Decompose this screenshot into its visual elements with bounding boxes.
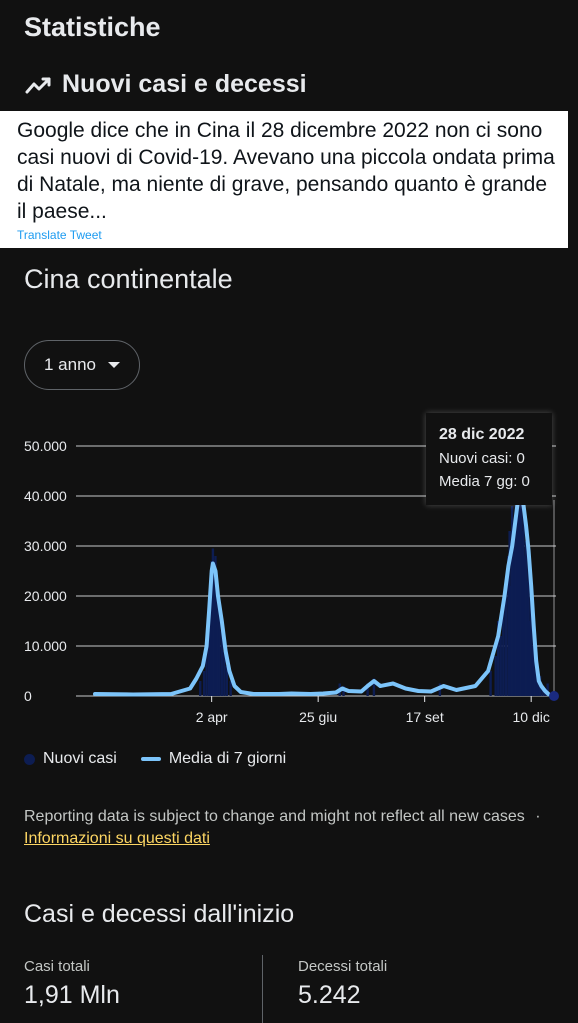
new-cases-bar <box>532 626 535 696</box>
section-title-label: Nuovi casi e decessi <box>62 70 307 98</box>
legend-new-cases: Nuovi casi <box>43 750 117 767</box>
tooltip-date: 28 dic 2022 <box>439 426 525 443</box>
new-cases-bar <box>528 621 532 696</box>
y-tick-label: 50.000 <box>24 438 67 454</box>
new-cases-bar <box>512 546 515 696</box>
total-deaths-label: Decessi totali <box>298 958 388 975</box>
total-cases: Casi totali 1,91 Mln <box>24 958 120 1010</box>
new-cases-bar <box>497 621 500 696</box>
new-cases-bar <box>211 548 215 696</box>
average-line <box>93 489 556 698</box>
x-tick-label: 2 apr <box>196 709 228 725</box>
y-tick-label: 20.000 <box>24 588 67 604</box>
legend-average: Media di 7 giorni <box>168 750 287 767</box>
average-legend-line <box>140 757 161 761</box>
totals-divider <box>262 955 263 1023</box>
new-cases-bar <box>502 601 505 696</box>
new-cases-bar <box>514 498 518 696</box>
new-cases-bar <box>199 681 202 696</box>
new-cases-bar <box>533 671 537 696</box>
totals-title: Casi e decessi dall'inizio <box>24 900 295 928</box>
new-cases-bar <box>523 556 527 696</box>
total-cases-value: 1,91 Mln <box>24 981 120 1009</box>
trending-up-icon <box>25 77 51 93</box>
translate-tweet-link[interactable]: Translate Tweet <box>17 228 102 242</box>
new-cases-bar <box>494 656 497 696</box>
new-cases-bar <box>218 611 221 696</box>
new-cases-bar <box>504 581 508 696</box>
y-tick-label: 0 <box>24 688 32 704</box>
new-cases-bar <box>366 683 369 696</box>
data-disclaimer: Reporting data is subject to change and … <box>24 806 554 850</box>
section-title: Nuovi casi e decessi <box>24 70 307 99</box>
new-cases-bar <box>535 661 538 696</box>
new-cases-bar <box>510 506 514 696</box>
y-tick-label: 10.000 <box>24 638 67 654</box>
new-cases-bar <box>229 681 232 696</box>
disclaimer-separator: · <box>535 808 541 825</box>
x-tick-label: 10 dic <box>512 709 549 725</box>
highlight-point <box>549 691 559 701</box>
new-cases-bar <box>508 531 511 696</box>
dropdown-arrow-icon <box>108 362 120 368</box>
new-cases-bar <box>214 556 217 696</box>
new-cases-bar <box>223 651 226 696</box>
new-cases-bar <box>526 581 529 696</box>
new-cases-bar <box>531 646 534 696</box>
new-cases-bar <box>499 636 502 696</box>
new-cases-bar <box>372 678 376 696</box>
y-tick-label: 40.000 <box>24 488 67 504</box>
tweet-overlay: Google dice che in Cina il 28 dicembre 2… <box>0 111 568 248</box>
new-cases-bar <box>210 561 213 696</box>
tooltip-average: Media 7 gg: 0 <box>439 473 530 490</box>
page-title: Statistiche <box>24 12 161 42</box>
tooltip-new-cases: Nuovi casi: 0 <box>439 450 525 467</box>
new-cases-bar <box>518 511 521 696</box>
new-cases-bar <box>521 531 524 696</box>
new-cases-bar <box>509 586 513 696</box>
disclaimer-text: Reporting data is subject to change and … <box>24 808 525 825</box>
new-cases-bar <box>209 586 212 696</box>
y-tick-label: 30.000 <box>24 538 67 554</box>
chart-legend: Nuovi casi Media di 7 giorni <box>24 750 286 768</box>
new-cases-bar <box>215 586 218 696</box>
new-cases-legend-dot <box>24 753 35 765</box>
new-cases-bar <box>205 651 208 696</box>
new-cases-bar <box>507 556 510 696</box>
new-cases-bar <box>537 686 540 696</box>
new-cases-bar <box>220 631 223 696</box>
new-cases-bar <box>216 601 220 696</box>
x-tick-label: 17 set <box>406 709 444 725</box>
new-cases-bar <box>212 566 216 696</box>
data-info-link[interactable]: Informazioni su questi dati <box>24 830 210 847</box>
new-cases-bar <box>489 671 492 696</box>
new-cases-bar <box>202 671 206 696</box>
new-cases-bar <box>527 556 530 696</box>
new-cases-bar <box>546 683 549 696</box>
tweet-text: Google dice che in Cina il 28 dicembre 2… <box>17 119 555 223</box>
new-cases-bar <box>536 681 539 696</box>
total-deaths-value: 5.242 <box>298 981 361 1009</box>
new-cases-bar <box>519 471 523 696</box>
region-title: Cina continentale <box>24 264 233 294</box>
new-cases-bar <box>524 541 528 696</box>
time-range-dropdown[interactable]: 1 anno <box>24 340 140 390</box>
time-range-label: 1 anno <box>44 355 96 374</box>
new-cases-bar <box>513 521 516 696</box>
new-cases-bar <box>522 506 525 696</box>
new-cases-bar <box>517 486 520 696</box>
x-tick-label: 25 giu <box>299 709 337 725</box>
new-cases-bar <box>529 596 533 696</box>
new-cases-bar <box>516 516 519 696</box>
total-cases-label: Casi totali <box>24 958 90 975</box>
new-cases-bar <box>225 666 229 696</box>
cases-chart[interactable]: 2 apr 25 giu 17 set 10 dic 0 10.000 20.000 30.… <box>0 400 578 735</box>
chart-tooltip: 28 dic 2022 Nuovi casi: 0 Media 7 gg: 0 <box>426 413 552 505</box>
new-cases-bar <box>207 606 211 696</box>
total-deaths: Decessi totali 5.242 <box>298 958 387 1010</box>
